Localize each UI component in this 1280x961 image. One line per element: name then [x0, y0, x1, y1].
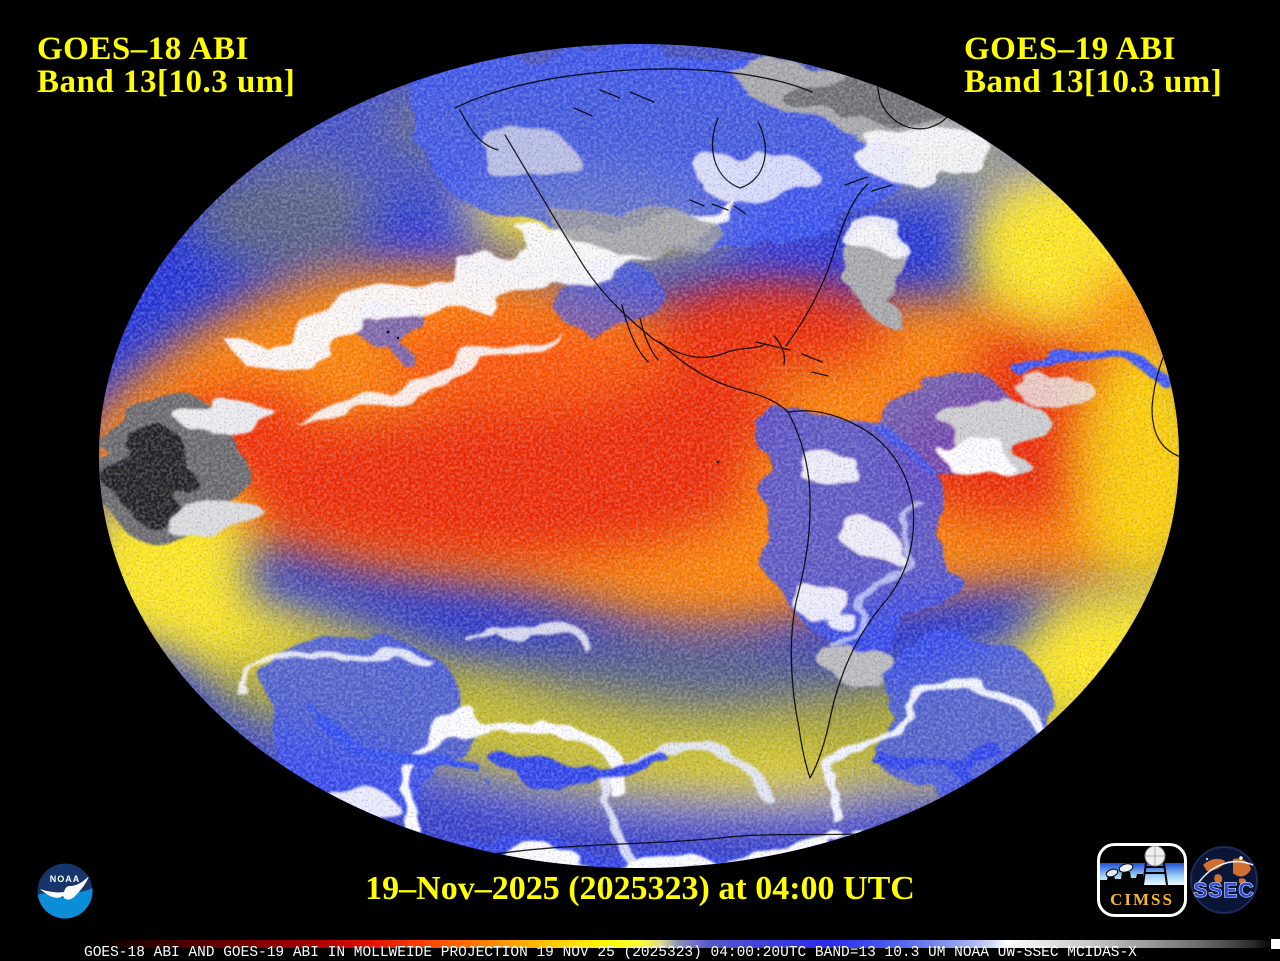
goes19-band: Band 13[10.3 um]: [964, 64, 1223, 100]
noaa-wordmark: NOAA: [50, 874, 81, 884]
cimss-logo: CIMSS: [1097, 843, 1187, 917]
noaa-seagull-icon: [40, 876, 89, 900]
footer-bar: GOES-18 ABI AND GOES-19 ABI IN MOLLWEIDE…: [0, 939, 1280, 960]
satellite-dish-icon: [1105, 868, 1119, 878]
continent-shape: [1238, 878, 1247, 886]
star-dot-icon: [1206, 858, 1208, 860]
continent-shape: [1203, 858, 1225, 871]
status-line: GOES-18 ABI AND GOES-19 ABI IN MOLLWEIDE…: [84, 945, 1137, 961]
satellite-dot-icon: [1239, 856, 1243, 860]
goes18-band: Band 13[10.3 um]: [37, 64, 296, 100]
continent-shape: [1214, 874, 1223, 884]
globe: [99, 44, 1179, 868]
date-caption: 19–Nov–2025 (2025323) at 04:00 UTC: [365, 870, 915, 907]
header-goes18: GOES–18 ABI Band 13[10.3 um]: [37, 33, 295, 99]
speckle-dark: [99, 44, 1179, 868]
satellite-dish-icon: [1118, 863, 1134, 873]
header-goes19: GOES–19 ABI Band 13[10.3 um]: [964, 33, 1222, 99]
cimss-wordmark: CIMSS: [1110, 890, 1174, 909]
colorbar-strip: [0, 940, 1280, 948]
water-tower-legs: [1142, 862, 1168, 886]
goes19-title: GOES–19 ABI: [964, 31, 1176, 67]
goes18-title: GOES–18 ABI: [37, 31, 249, 67]
noaa-logo: NOAA: [37, 863, 93, 919]
colorbar-end-marker: [1271, 939, 1280, 949]
orbit-arc-icon: [1194, 860, 1254, 890]
ssec-wordmark: SSEC: [1193, 879, 1254, 902]
ssec-logo: SSEC: [1190, 846, 1258, 914]
